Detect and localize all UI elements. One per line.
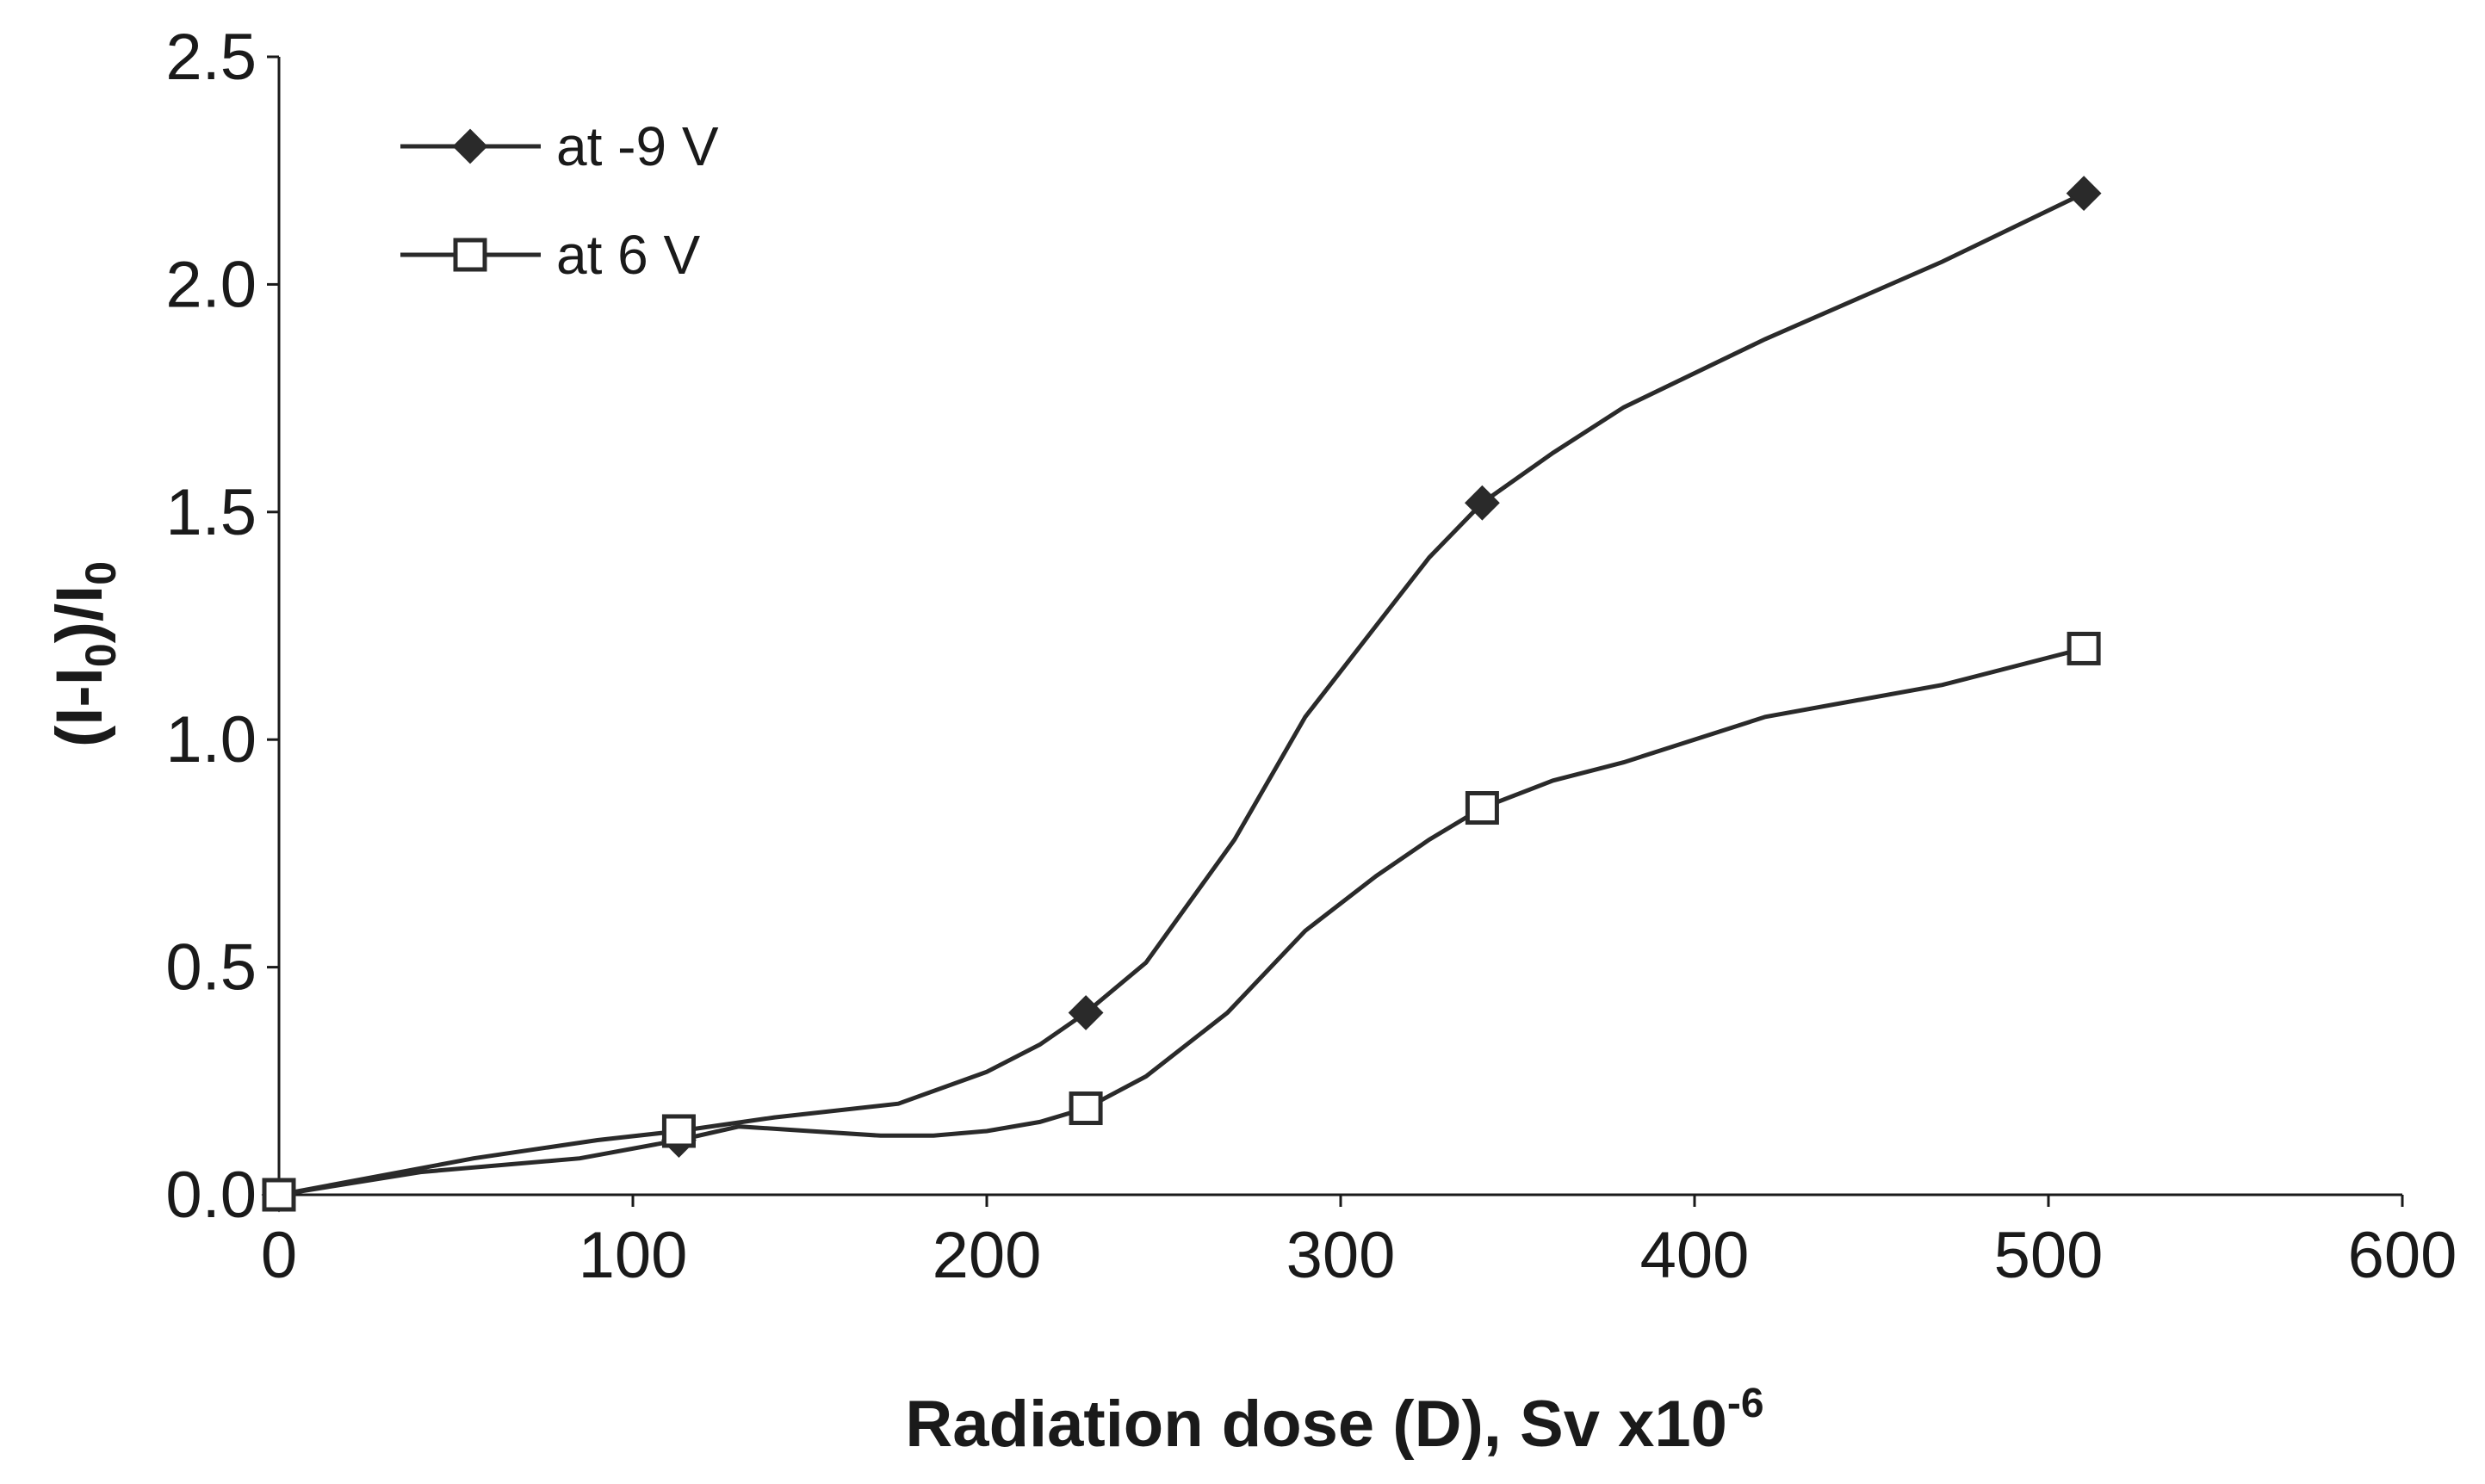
data-point: [262, 1178, 296, 1212]
y-tick-label: 0.5: [165, 931, 257, 1005]
y-axis-title-part1: (I-I: [43, 667, 116, 747]
series-layer: [261, 176, 2102, 1213]
y-tick-label: 1.5: [165, 476, 257, 549]
legend-label: at 6 V: [556, 224, 701, 286]
data-point: [661, 1114, 696, 1148]
series-line: [278, 191, 2085, 1197]
x-axis-title-sup: -6: [1727, 1381, 1764, 1426]
x-tick-label: 600: [2348, 1219, 2457, 1292]
y-tick-label: 1.0: [165, 703, 257, 776]
y-tick-label: 0.0: [165, 1159, 257, 1232]
data-point: [2066, 176, 2102, 212]
y-tick-label: 2.0: [165, 248, 257, 321]
legend-entry: at -9 V: [400, 115, 719, 177]
series-2: [262, 631, 2101, 1212]
x-axis-title: Radiation dose (D), Sv x10-6: [905, 1381, 1763, 1461]
y-axis-title-sub2: 0: [77, 561, 125, 585]
x-tick-label: 300: [1286, 1219, 1396, 1292]
data-point: [1069, 1091, 1103, 1126]
data-point: [1464, 485, 1500, 521]
legend-marker: [452, 128, 488, 164]
x-tick-label: 100: [579, 1219, 688, 1292]
data-point: [1068, 995, 1104, 1030]
x-tick-label: 500: [1994, 1219, 2104, 1292]
y-axis-title: (I-I0)/I0: [43, 561, 125, 747]
axes: 0.0 0.5 1.0 1.5 2.0 2.5 0 100 200 300 400 500 600: [165, 21, 2457, 1292]
x-tick-label: 200: [933, 1219, 1042, 1292]
y-axis-title-sub1: 0: [77, 643, 125, 667]
legend-label: at -9 V: [556, 115, 719, 177]
series-1: [261, 176, 2102, 1213]
y-axis-title-part2: )/I: [43, 585, 116, 644]
data-point: [1465, 791, 1499, 825]
y-tick-label: 2.5: [165, 21, 257, 94]
legend: at -9 V at 6 V: [400, 115, 719, 286]
x-tick-label: 400: [1640, 1219, 1750, 1292]
series-line: [278, 646, 2085, 1197]
legend-marker: [453, 238, 487, 272]
data-point: [2067, 631, 2101, 665]
legend-entry: at 6 V: [400, 224, 701, 286]
x-tick-label: 0: [261, 1219, 297, 1292]
x-axis-title-main: Radiation dose (D), Sv x10: [905, 1388, 1726, 1461]
